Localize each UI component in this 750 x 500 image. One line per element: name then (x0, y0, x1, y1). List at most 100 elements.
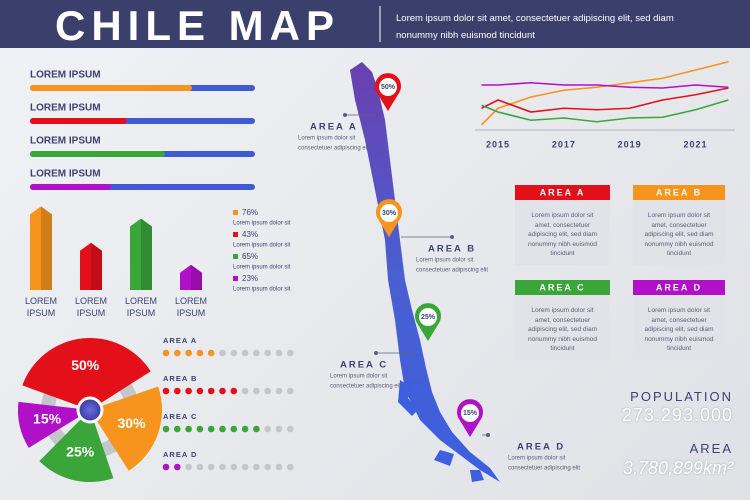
bar-label: LOREM IPSUM (74, 296, 107, 318)
dot (287, 463, 294, 471)
dot (196, 387, 204, 395)
dot (219, 463, 226, 471)
bar-3d-shade (91, 242, 102, 290)
connector-dot (343, 113, 347, 117)
legend-text: Lorem ipsum dolor sit (233, 243, 291, 249)
dot (275, 425, 283, 433)
dot (264, 387, 272, 395)
dot (275, 463, 283, 471)
dot (253, 387, 260, 395)
dot (207, 425, 215, 433)
dot (253, 425, 260, 433)
dot (207, 463, 215, 471)
pin-label: 30% (382, 210, 397, 217)
box-title: AREA C (539, 282, 585, 292)
pie-slice (18, 401, 90, 448)
line-series (481, 87, 729, 113)
legend-text: Lorem ipsum dolor sit (233, 265, 291, 271)
bar-3d (180, 264, 202, 290)
legend-swatch (233, 232, 238, 237)
dot (241, 463, 249, 471)
dot (174, 349, 181, 357)
pie-label: 50% (71, 357, 100, 373)
progress-fill (30, 151, 165, 157)
area-stat-label: AREA (689, 441, 733, 456)
area-label: AREA C (340, 360, 388, 371)
area-text: consectetuer adipiscing elit (508, 466, 580, 472)
dots-label: AREA C (163, 412, 197, 421)
box-title: AREA B (656, 187, 702, 197)
legend-value: 76% (242, 208, 258, 217)
legend-value: 43% (242, 230, 258, 239)
pin-label: 25% (421, 314, 436, 321)
box-title: AREA D (656, 282, 702, 292)
connector-dot (450, 235, 454, 239)
chile-map (350, 62, 500, 482)
dot (230, 387, 238, 395)
area-stat-value: 3,780,899km² (622, 458, 733, 478)
dot (207, 349, 215, 357)
progress-label: LOREM IPSUM (30, 103, 101, 114)
legend-swatch (233, 254, 238, 259)
area-text: Lorem ipsum dolor sit (416, 258, 474, 264)
area-text: Lorem ipsum dolor sit (298, 136, 356, 142)
dot (264, 425, 272, 433)
dot (162, 463, 170, 471)
area-label: AREA D (517, 442, 565, 453)
area-text: Lorem ipsum dolor sit (508, 456, 566, 462)
dot (275, 387, 283, 395)
dots-row (162, 349, 294, 357)
progress-label: LOREM IPSUM (30, 136, 101, 147)
area-label: AREA A (310, 122, 358, 133)
dot (185, 387, 192, 395)
header-bar (0, 0, 750, 48)
x-tick-label: 2021 (683, 139, 707, 149)
legend-value: 65% (242, 252, 258, 261)
dot (264, 463, 272, 471)
dot (207, 387, 215, 395)
dot (162, 425, 170, 433)
line-series (481, 99, 729, 123)
pie-label: 25% (66, 444, 95, 460)
bar-3d-shade (191, 264, 202, 290)
dot (275, 349, 283, 357)
legend-text: Lorem ipsum dolor sit (233, 221, 291, 227)
progress-fill (30, 85, 192, 91)
box-text: Lorem ipsum dolor sit amet, consectetuer… (644, 307, 714, 352)
population-label: POPULATION (630, 389, 733, 404)
dots-row (162, 425, 294, 433)
pie-label: 15% (33, 410, 62, 426)
legend-value: 23% (242, 274, 258, 283)
bar-3d (80, 242, 102, 290)
box-header (633, 280, 725, 295)
legend-text: Lorem ipsum dolor sit (233, 287, 291, 293)
map-islands (398, 380, 484, 482)
bar-label: LOREM IPSUM (124, 296, 157, 318)
pie-slice (22, 338, 151, 410)
pie-slice (39, 410, 114, 482)
dot (253, 349, 260, 357)
subtitle: Lorem ipsum dolor sit amet, consectetuer… (396, 13, 674, 41)
dot (174, 387, 181, 395)
dot (185, 425, 192, 433)
legend-swatch (233, 210, 238, 215)
progress-label: LOREM IPSUM (30, 169, 101, 180)
dots-label: AREA D (163, 450, 197, 459)
box-text: Lorem ipsum dolor sit amet, consectetuer… (644, 212, 714, 257)
dot (185, 463, 192, 471)
dot (219, 425, 226, 433)
progress-fill (30, 184, 111, 190)
pin-face (380, 204, 398, 222)
pin-face (379, 78, 397, 96)
pie-hub (76, 396, 104, 424)
bar-label: LOREM IPSUM (174, 296, 207, 318)
dot (196, 463, 204, 471)
dot (174, 425, 181, 433)
dot (287, 387, 294, 395)
dot (241, 349, 249, 357)
dot (219, 387, 226, 395)
x-tick-label: 2017 (552, 139, 576, 149)
bar-3d-shade (41, 206, 52, 290)
area-label: AREA B (428, 244, 476, 255)
